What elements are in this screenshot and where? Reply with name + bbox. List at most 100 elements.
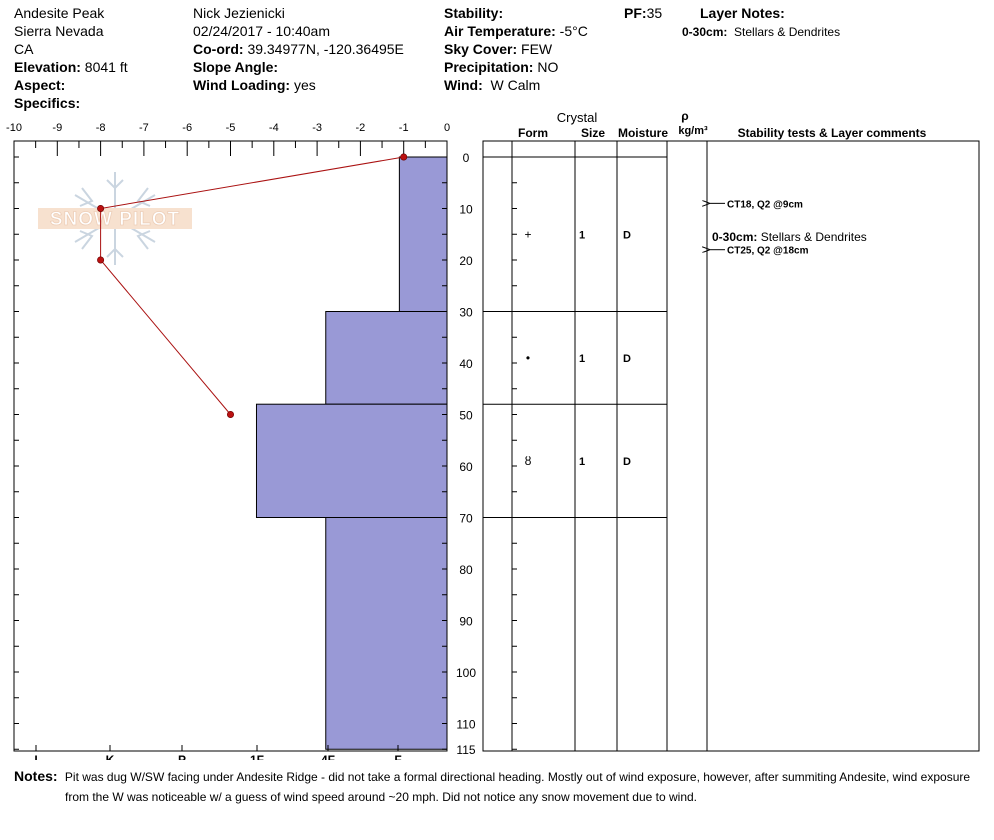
temp-tick-label: -5 [226,122,236,134]
coord-value: 39.34977N, -120.36495E [247,41,404,57]
stability-test-label: CT25, Q2 @18cm [727,246,809,257]
precip-row: Precipitation: NO [444,58,558,76]
hardness-bar-0 [398,156,448,312]
depth-axis: 0 10 20 30 40 50 60 70 80 90 100 110 115 [14,151,667,757]
notes-line-2: from the W was noticeable w/ a guess of … [65,790,698,804]
size-header: Size [581,126,605,140]
temp-tick-label: -4 [269,122,279,134]
hardness-bar-2 [255,403,448,519]
slope-row: Slope Angle: [193,58,278,76]
hardness-label: I [34,753,37,760]
hardness-bar-3 [325,517,448,750]
air-temp-value: -5°C [559,23,588,39]
depth-tick-label: 90 [459,615,473,629]
wind-label: Wind: [444,77,483,93]
hardness-label: F [394,753,401,760]
stability-test-label: CT18, Q2 @9cm [727,199,803,210]
crystal-size: 1 [579,456,585,468]
density-unit: kg/m³ [678,125,708,137]
hardness-bars [255,156,448,750]
layer-note-range: 0-30cm: [682,25,728,39]
aspect-row: Aspect: [14,76,65,94]
crystal-header: Crystal [557,110,598,125]
sky-label: Sky Cover: [444,41,518,57]
stability-test-annotations: 0-30cm: Stellars & Dendrites CT18, Q2 @9… [710,199,867,257]
depth-tick-label: 20 [459,254,473,268]
layer-note-row: 0-30cm: Stellars & Dendrites [682,23,840,41]
watermark-text: SNOW PILOT [50,209,180,230]
density-symbol: ρ [681,109,688,123]
wind-loading-value: yes [293,77,316,93]
depth-tick-label: 10 [459,203,473,217]
snowpilot-watermark: SNOW PILOT [38,172,192,265]
elevation-row: Elevation: 8041 ft [14,58,128,76]
hardness-label: P [178,753,186,760]
location-name: Andesite Peak [14,5,105,21]
crystal-size: 1 [579,229,585,241]
temperature-ticks: -10 -9 -8 -7 -6 -5 -4 -3 -2 -1 0 [6,122,450,156]
sky-row: Sky Cover: FEW [444,40,552,58]
wind-loading-label: Wind Loading: [193,77,291,93]
air-temp-row: Air Temperature: -5°C [444,22,588,40]
pf-label: PF: [624,5,647,21]
pf-row: PF:35 [624,4,662,22]
specifics-row: Specifics: [14,94,80,112]
sky-value: FEW [521,41,553,57]
depth-tick-label: 30 [459,306,473,320]
temp-tick-label: -7 [139,122,149,134]
temp-tick-label: -1 [399,122,409,134]
wind-value: W Calm [490,77,541,93]
stability-row: Stability: [444,4,503,22]
temperature-profile [97,153,408,418]
layer-comment-text: Stellars & Dendrites [761,230,867,244]
depth-tick-label: 100 [456,666,476,680]
pf-value: 35 [646,5,663,21]
crystal-size: 1 [579,353,585,365]
temperature-point-3 [227,410,235,418]
wind-row: Wind: W Calm [444,76,540,94]
depth-tick-label: 60 [459,460,473,474]
depth-tick-label: 110 [456,718,475,732]
mountain-range: Sierra Nevada [14,23,104,39]
depth-tick-label: 0 [463,151,470,165]
wind-loading-row: Wind Loading: yes [193,76,316,94]
depth-tick-label: 115 [456,743,475,757]
state: CA [14,41,34,57]
coord-row: Co-ord: 39.34977N, -120.36495E [193,40,404,58]
hardness-label: 1F [250,753,264,760]
elevation-value: 8041 ft [84,59,128,75]
coord-label: Co-ord: [193,41,244,57]
moisture-value: D [623,229,631,241]
stability-label: Stability: [444,5,504,21]
stability-comments-header: Stability tests & Layer comments [738,126,927,140]
moisture-value: D [623,456,631,468]
temp-tick-label: 0 [444,122,450,134]
moisture-value: D [623,353,631,365]
observation-datetime: 02/24/2017 - 10:40am [193,23,330,39]
moisture-header: Moisture [618,126,668,140]
precip-label: Precipitation: [444,59,534,75]
depth-tick-label: 70 [459,512,473,526]
temp-tick-label: -2 [356,122,366,134]
crystal-form-symbol: + [524,227,531,241]
hardness-label: 4F [321,753,335,760]
observer-name: Nick Jezienicki [193,5,285,21]
notes-section: Notes: Pit was dug W/SW facing under And… [14,766,989,807]
temperature-point-1 [97,205,105,213]
air-temp-label: Air Temperature: [444,23,556,39]
crystal-form-symbol: • [526,351,530,365]
crystal-form-symbol: ȣ [525,454,532,468]
temp-tick-label: -3 [312,122,322,134]
notes-label: Notes: [14,768,58,784]
temp-tick-label: -6 [182,122,192,134]
aspect-label: Aspect: [14,77,66,93]
watermark-band [38,208,192,229]
layer-comment-range: 0-30cm: [712,230,757,244]
temp-tick-label: -10 [6,122,22,134]
layer-rows: +1 D • 1 Dȣ 1 D [483,227,667,518]
elevation-label: Elevation: [14,59,81,75]
layer-note-text: Stellars & Dendrites [734,25,841,39]
temp-tick-label: -8 [96,122,106,134]
depth-tick-label: 40 [459,357,473,371]
slope-label: Slope Angle: [193,59,279,75]
